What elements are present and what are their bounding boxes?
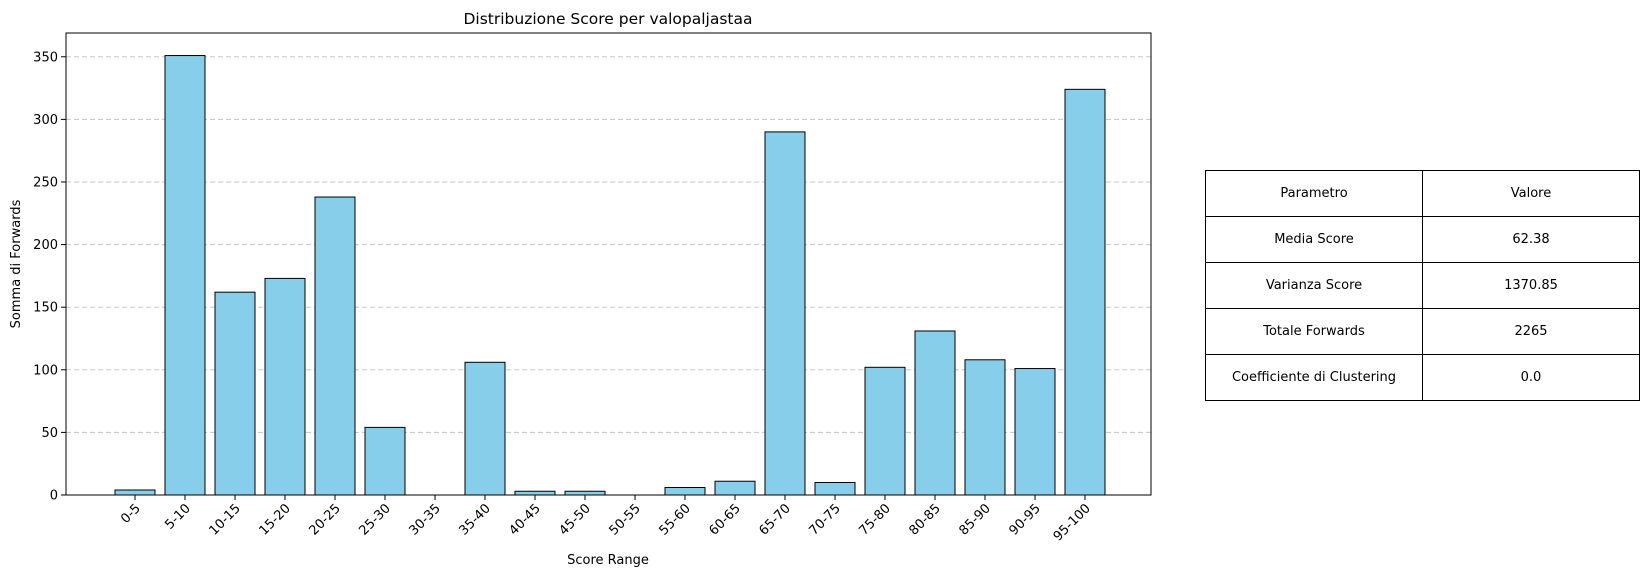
x-tick-label: 65-70 (757, 501, 794, 538)
table-cell: Coefficiente di Clustering (1205, 354, 1423, 401)
x-tick-label: 25-30 (357, 501, 394, 538)
bar (1064, 88, 1106, 496)
table-header-cell: Valore (1422, 170, 1640, 217)
table-row: Totale Forwards 2265 (1205, 308, 1640, 355)
x-axis: 0-5 5-10 10-15 15-20 20-25 25-30 30-35 35-40 40-… (118, 495, 1094, 544)
bar (664, 486, 706, 496)
y-tick-label: 150 (33, 301, 58, 316)
bar (214, 291, 256, 496)
bar (264, 277, 306, 496)
y-axis: 0 50 100 150 200 250 300 350 (33, 50, 66, 504)
bar (514, 490, 556, 496)
bars (114, 55, 1106, 496)
y-tick-label: 200 (33, 238, 58, 253)
bar (864, 366, 906, 496)
bar (464, 361, 506, 496)
table-cell: Media Score (1205, 216, 1423, 263)
x-tick-label: 50-55 (607, 501, 644, 538)
bar (814, 481, 856, 496)
x-tick-label: 90-95 (1007, 501, 1044, 538)
x-tick-label: 15-20 (257, 501, 294, 538)
y-tick-label: 100 (33, 363, 58, 378)
plot-frame (65, 32, 1152, 496)
table-cell: 62.38 (1422, 216, 1640, 263)
x-axis-label: Score Range (567, 553, 649, 568)
bar (714, 480, 756, 496)
y-axis-label: Somma di Forwards (9, 199, 24, 328)
bar (764, 131, 806, 496)
x-tick-label: 5-10 (162, 501, 193, 532)
chart-title: Distribuzione Score per valopaljastaa (463, 10, 752, 28)
y-tick-label: 50 (41, 426, 58, 441)
x-tick-label: 95-100 (1051, 501, 1094, 544)
table-cell: 1370.85 (1422, 262, 1640, 309)
table-row: Varianza Score 1370.85 (1205, 262, 1640, 309)
x-tick-label: 20-25 (307, 501, 344, 538)
table-cell: 0.0 (1422, 354, 1640, 401)
bar (964, 359, 1006, 496)
x-tick-label: 70-75 (807, 501, 844, 538)
bar (314, 196, 356, 496)
table-row: Media Score 62.38 (1205, 216, 1640, 263)
x-tick-label: 0-5 (118, 501, 144, 527)
table-cell: 2265 (1422, 308, 1640, 355)
y-tick-label: 0 (50, 489, 58, 504)
x-tick-label: 40-45 (507, 501, 544, 538)
table-cell: Varianza Score (1205, 262, 1423, 309)
x-tick-label: 55-60 (657, 501, 694, 538)
stats-table: Parametro Valore Media Score 62.38 Varia… (1205, 170, 1640, 401)
bar (564, 490, 606, 496)
bar (1014, 368, 1056, 496)
y-tick-label: 350 (33, 50, 58, 65)
y-tick-label: 300 (33, 113, 58, 128)
table-cell: Totale Forwards (1205, 308, 1423, 355)
x-tick-label: 60-65 (707, 501, 744, 538)
x-tick-label: 75-80 (857, 501, 894, 538)
bar (364, 426, 406, 496)
table-header-cell: Parametro (1205, 170, 1423, 217)
table-header-row: Parametro Valore (1205, 170, 1640, 217)
y-tick-label: 250 (33, 175, 58, 190)
x-tick-label: 30-35 (407, 501, 444, 538)
x-tick-label: 80-85 (907, 501, 944, 538)
bar (914, 330, 956, 496)
x-tick-label: 10-15 (207, 501, 244, 538)
table-row: Coefficiente di Clustering 0.0 (1205, 354, 1640, 401)
x-tick-label: 45-50 (557, 501, 594, 538)
bar (164, 55, 206, 496)
bar (114, 489, 156, 496)
x-tick-label: 85-90 (957, 501, 994, 538)
x-tick-label: 35-40 (457, 501, 494, 538)
